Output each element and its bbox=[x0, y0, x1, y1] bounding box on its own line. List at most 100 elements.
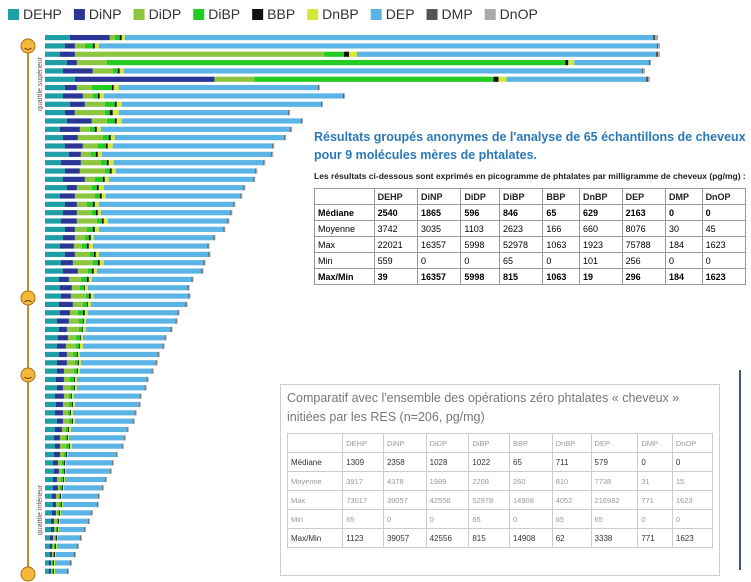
bar-segment bbox=[112, 68, 118, 74]
row-label: Min bbox=[314, 252, 375, 269]
column-header: DnBP bbox=[551, 433, 592, 453]
bar-segment bbox=[58, 518, 60, 524]
bar-segment bbox=[98, 201, 234, 207]
bar-segment bbox=[96, 268, 202, 274]
bar-segment bbox=[52, 476, 57, 483]
legend-swatch bbox=[133, 9, 145, 20]
bar-segment bbox=[80, 276, 87, 282]
bar-segment bbox=[98, 185, 104, 191]
bar-segment bbox=[95, 151, 98, 157]
table-cell: 0 bbox=[637, 509, 673, 529]
row-label: Max bbox=[286, 490, 344, 510]
bar-segment bbox=[52, 460, 58, 466]
bar-segment bbox=[90, 235, 94, 241]
bar-segment bbox=[62, 268, 78, 274]
bar-segment bbox=[45, 385, 57, 391]
bar-segment bbox=[653, 35, 656, 41]
bar-segment bbox=[45, 501, 53, 508]
bar-segment bbox=[86, 201, 93, 207]
bar-segment bbox=[64, 201, 77, 207]
bar-segment bbox=[64, 85, 77, 91]
bar-segment bbox=[70, 393, 72, 399]
row-label: Min bbox=[286, 509, 344, 529]
table-cell: 166 bbox=[542, 220, 580, 237]
bar-segment bbox=[79, 368, 152, 374]
bar-segment bbox=[146, 376, 148, 383]
table-subtitle: Les résultats ci-dessous sont exprimés e… bbox=[314, 171, 746, 181]
bar-segment bbox=[209, 251, 211, 257]
bar-segment bbox=[110, 135, 115, 141]
bar-segment bbox=[72, 301, 83, 308]
column-header: DiDP bbox=[425, 433, 470, 453]
bar-segment bbox=[230, 210, 232, 216]
bar-segment bbox=[107, 218, 228, 224]
bar-segment bbox=[58, 326, 67, 333]
bar-segment bbox=[105, 193, 241, 199]
bar-segment bbox=[93, 235, 214, 241]
bar-segment bbox=[97, 210, 101, 216]
bar-segment bbox=[147, 376, 149, 383]
bar-segment bbox=[158, 351, 160, 358]
bar-segment bbox=[92, 93, 98, 99]
table-cell: 8076 bbox=[621, 220, 667, 237]
bar-segment bbox=[114, 35, 120, 41]
bar-segment bbox=[45, 543, 50, 549]
bar-segment bbox=[45, 143, 65, 149]
bar-segment bbox=[92, 43, 95, 49]
bar-segment bbox=[62, 210, 77, 216]
table-row: Min 65 0 0 65 0 65 65 0 0 bbox=[286, 509, 714, 529]
bar-segment bbox=[65, 343, 76, 349]
bar-segment bbox=[97, 143, 106, 149]
legend-label: DEHP bbox=[23, 6, 62, 22]
bar-segment bbox=[185, 301, 187, 308]
bar-segment bbox=[73, 368, 77, 374]
bar-segment bbox=[139, 393, 141, 399]
table-cell: 16357 bbox=[416, 236, 462, 253]
column-header: DiBP bbox=[468, 433, 511, 453]
bar-segment bbox=[55, 551, 74, 558]
bar-segment bbox=[74, 226, 87, 232]
bar-segment bbox=[233, 201, 235, 207]
bar-segment bbox=[113, 85, 119, 91]
bar-segment bbox=[116, 451, 118, 458]
bar-segment bbox=[648, 76, 651, 82]
bar-segment bbox=[79, 335, 81, 341]
bar-segment bbox=[85, 293, 89, 299]
bar-segment bbox=[90, 293, 94, 299]
bar-segment bbox=[87, 285, 188, 291]
bar-segment bbox=[94, 176, 103, 182]
bar-segment bbox=[54, 410, 63, 416]
bar-segment bbox=[100, 126, 291, 132]
bar-segment bbox=[53, 435, 60, 441]
bar-segment bbox=[506, 76, 647, 82]
bar-segment bbox=[186, 301, 188, 308]
bar-segment bbox=[70, 560, 72, 566]
bar-segment bbox=[45, 243, 60, 249]
legend-label: DEP bbox=[386, 6, 415, 22]
bar-segment bbox=[63, 476, 65, 483]
bar-segment bbox=[59, 485, 62, 491]
table-cell: 2208 bbox=[468, 471, 511, 491]
bar-segment bbox=[45, 460, 53, 466]
table-cell: 1022 bbox=[468, 452, 511, 472]
bar-segment bbox=[52, 485, 58, 491]
bar-segment bbox=[54, 560, 70, 566]
bar-segment bbox=[70, 385, 74, 391]
table-row: Max 22021 16357 5998 52978 1063 1923 75788 184 16… bbox=[314, 236, 747, 253]
table-cell: 19 bbox=[578, 268, 623, 285]
bar-segment bbox=[57, 518, 59, 524]
bar-segment bbox=[98, 251, 209, 257]
bar-segment bbox=[57, 485, 60, 491]
table-cell: 1103 bbox=[460, 220, 500, 237]
bar-segment bbox=[66, 451, 68, 458]
row-label: Max/Min bbox=[286, 528, 344, 548]
bar-segment bbox=[52, 551, 54, 558]
bar-segment bbox=[80, 151, 91, 157]
legend-swatch bbox=[370, 9, 382, 20]
bar-segment bbox=[76, 60, 107, 66]
bar-segment bbox=[68, 276, 81, 282]
table-row: Médiane 1309 2358 1028 1022 65 711 579 0 0 bbox=[286, 452, 714, 472]
bar-segment bbox=[124, 35, 654, 41]
bar-segment bbox=[72, 410, 135, 416]
